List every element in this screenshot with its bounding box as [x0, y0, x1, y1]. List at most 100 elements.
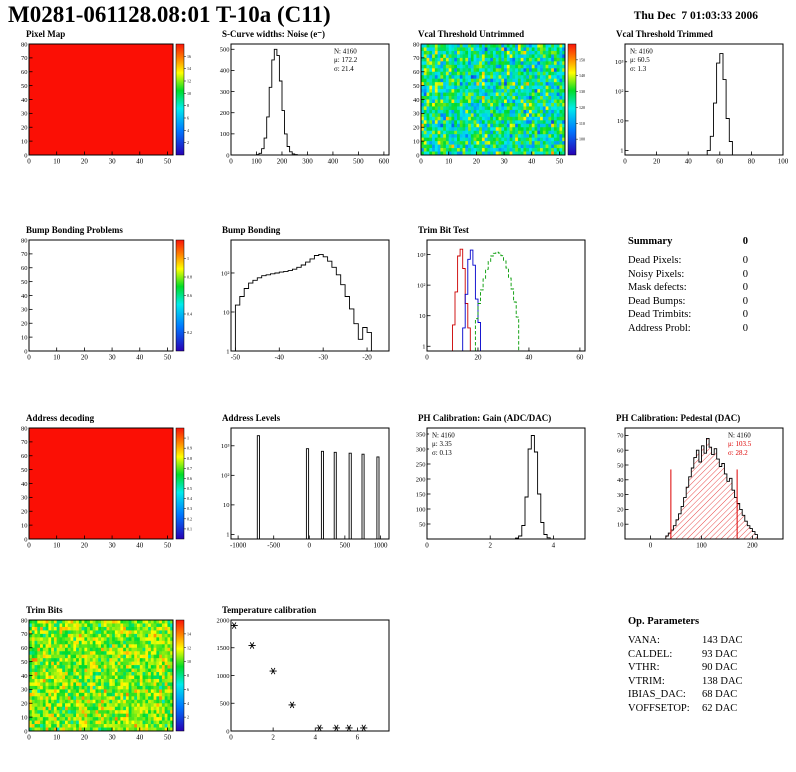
- svg-text:N: 4160: N: 4160: [728, 432, 751, 440]
- svg-text:60: 60: [716, 158, 724, 166]
- plot-title-vcal-untrimmed: Vcal Threshold Untrimmed: [418, 29, 525, 39]
- svg-text:40: 40: [21, 481, 28, 488]
- svg-text:60: 60: [21, 69, 28, 76]
- svg-text:0.6: 0.6: [187, 476, 192, 481]
- plot-title-bump-bonding: Bump Bonding: [222, 225, 281, 235]
- svg-text:0.9: 0.9: [187, 446, 192, 451]
- svg-text:0: 0: [27, 542, 31, 550]
- svg-text:1: 1: [226, 348, 229, 355]
- plot-vcal-threshold-untrimmed: Vcal Threshold Untrimmed 100 110 120 130 140…: [400, 28, 594, 190]
- svg-text:100: 100: [251, 158, 262, 166]
- svg-text:10: 10: [187, 659, 191, 664]
- svg-text:0: 0: [27, 354, 31, 362]
- svg-text:20: 20: [617, 507, 624, 514]
- plot-title-ph-pedestal: PH Calibration: Pedestal (DAC): [616, 413, 741, 423]
- svg-text:0.8: 0.8: [187, 456, 192, 461]
- svg-text:4: 4: [187, 128, 189, 133]
- svg-text:10²: 10²: [615, 89, 624, 96]
- plot-address-decoding: Address decoding 0.1 0.2 0.3 0.4 0.5 0.6 0.7 0.…: [8, 412, 202, 574]
- svg-text:0: 0: [27, 734, 31, 742]
- svg-text:100: 100: [220, 131, 230, 138]
- svg-text:8: 8: [187, 103, 189, 108]
- svg-text:50: 50: [21, 279, 28, 286]
- svg-text:80: 80: [21, 237, 28, 244]
- svg-text:500: 500: [220, 47, 230, 54]
- svg-text:30: 30: [617, 492, 624, 499]
- summary-value: 0: [742, 309, 748, 320]
- svg-text:μ: 3.35: μ: 3.35: [432, 440, 452, 448]
- summary-label: Dead Pixels:: [628, 255, 682, 266]
- svg-text:60: 60: [413, 69, 420, 76]
- svg-text:μ: 60.5: μ: 60.5: [630, 56, 650, 64]
- svg-text:10: 10: [53, 734, 61, 742]
- svg-text:40: 40: [21, 673, 28, 680]
- plot-canvas-trim-bits: 2 4 6 8 10 12 14 0 10 20 30 40 50 0 10 20 30 40 50 60 70 80: [8, 616, 200, 746]
- svg-text:0: 0: [229, 158, 233, 166]
- svg-text:0.4: 0.4: [187, 496, 192, 501]
- summary-row-dead-bumps: Dead Bumps: 0: [628, 295, 748, 309]
- svg-text:σ: 21.4: σ: 21.4: [334, 65, 354, 73]
- op-row-voffsetop: VOFFSETOP: 62 DAC: [628, 702, 792, 716]
- svg-text:14: 14: [187, 66, 191, 71]
- svg-text:60: 60: [21, 645, 28, 652]
- svg-text:0.8: 0.8: [187, 275, 192, 280]
- svg-text:40: 40: [21, 97, 28, 104]
- svg-text:4: 4: [314, 734, 318, 742]
- svg-text:12: 12: [187, 645, 191, 650]
- svg-text:80: 80: [21, 41, 28, 48]
- op-value: 138 DAC: [702, 675, 743, 687]
- svg-text:-20: -20: [362, 354, 372, 362]
- svg-text:10: 10: [21, 522, 28, 529]
- svg-text:70: 70: [413, 55, 420, 62]
- summary-value: 0: [742, 268, 748, 280]
- svg-text:80: 80: [21, 617, 28, 624]
- svg-text:150: 150: [416, 491, 426, 498]
- svg-text:40: 40: [136, 354, 144, 362]
- plot-bump-bonding: Bump Bonding -50 -40 -30 -20 1 10 10²: [204, 224, 398, 386]
- svg-text:12: 12: [187, 79, 191, 84]
- svg-text:150: 150: [579, 57, 585, 62]
- svg-text:0: 0: [419, 158, 423, 166]
- svg-text:0: 0: [24, 348, 27, 355]
- svg-text:-1000: -1000: [230, 542, 247, 550]
- svg-text:200: 200: [220, 110, 230, 117]
- svg-text:σ: 1.3: σ: 1.3: [630, 65, 647, 73]
- plot-title-address-decoding: Address decoding: [26, 413, 95, 423]
- svg-text:50: 50: [164, 158, 172, 166]
- svg-text:40: 40: [136, 158, 144, 166]
- svg-text:0.4: 0.4: [187, 312, 192, 317]
- svg-text:10: 10: [21, 714, 28, 721]
- op-label: VTRIM:: [628, 675, 665, 687]
- svg-text:1: 1: [187, 256, 189, 261]
- plot-canvas-address-levels: -1000 -500 0 500 1000 1 10 10² 10³: [204, 424, 396, 554]
- summary-panel: Summary 0 Dead Pixels: 0 Noisy Pixels: 0 M…: [598, 224, 792, 386]
- plot-title-address-levels: Address Levels: [222, 413, 281, 423]
- svg-text:10: 10: [223, 502, 230, 509]
- plot-title-temperature-calibration: Temperature calibration: [222, 605, 317, 615]
- svg-text:μ: 103.5: μ: 103.5: [728, 440, 752, 448]
- svg-text:100: 100: [416, 506, 426, 513]
- svg-text:σ: 0.13: σ: 0.13: [432, 449, 452, 457]
- plot-title-ph-gain: PH Calibration: Gain (ADC/DAC): [418, 413, 552, 423]
- summary-value: 0: [742, 322, 748, 334]
- svg-text:10²: 10²: [417, 282, 426, 289]
- svg-text:20: 20: [474, 354, 482, 362]
- svg-text:0: 0: [229, 734, 233, 742]
- op-label: VANA:: [628, 635, 660, 646]
- svg-text:60: 60: [576, 354, 584, 362]
- svg-text:600: 600: [379, 158, 390, 166]
- svg-text:0.1: 0.1: [187, 526, 192, 531]
- svg-text:40: 40: [685, 158, 693, 166]
- svg-text:0.5: 0.5: [187, 486, 192, 491]
- op-label: IBIAS_DAC:: [628, 689, 686, 700]
- svg-text:10: 10: [413, 138, 420, 145]
- svg-text:300: 300: [302, 158, 313, 166]
- plot-title-pixel-map: Pixel Map: [26, 29, 66, 39]
- svg-text:80: 80: [748, 158, 756, 166]
- svg-text:20: 20: [21, 509, 28, 516]
- svg-text:σ: 28.2: σ: 28.2: [728, 449, 748, 457]
- svg-text:10³: 10³: [417, 252, 426, 259]
- op-parameters-panel: Op. Parameters VANA: 143 DAC CALDEL: 93 DA…: [598, 604, 792, 766]
- svg-text:40: 40: [136, 542, 144, 550]
